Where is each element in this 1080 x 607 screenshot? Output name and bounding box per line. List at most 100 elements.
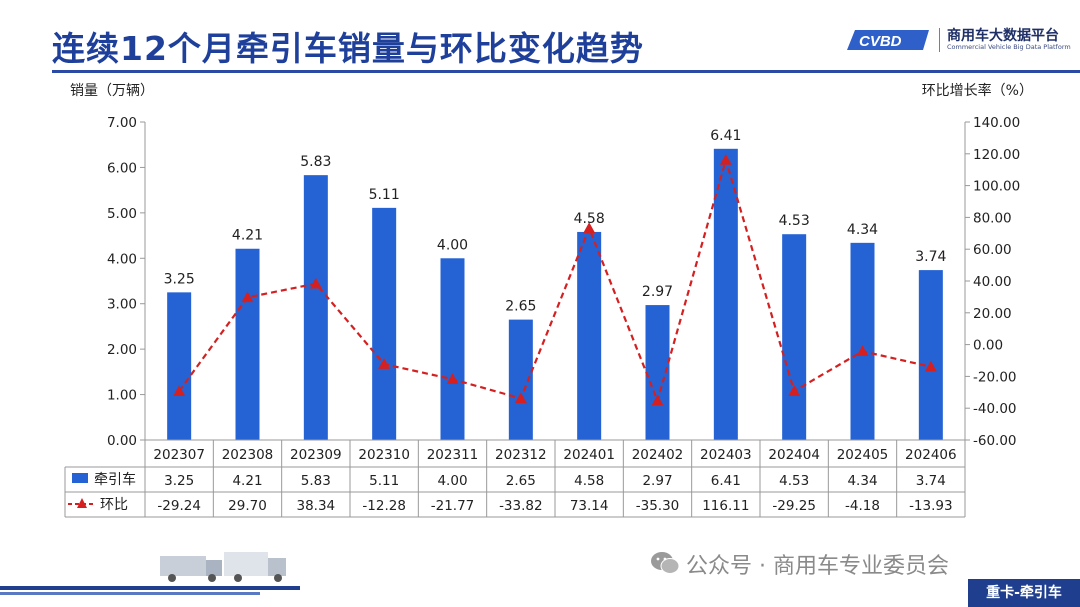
y-axis-title: 销量（万辆） <box>70 83 154 99</box>
bar-value-label: 6.41 <box>710 128 741 144</box>
bar-202405 <box>850 242 875 440</box>
legend-line-marker <box>77 498 87 508</box>
table-cell-sales: 4.21 <box>232 473 262 489</box>
bar-202403 <box>713 148 738 440</box>
bar-202308 <box>235 248 260 440</box>
bar-202401 <box>577 231 602 440</box>
y2-tick-label: -40.00 <box>973 401 1017 417</box>
table-cell-sales: 3.25 <box>164 473 194 489</box>
y-tick-label: 1.00 <box>107 388 137 404</box>
y-tick-label: 4.00 <box>107 251 137 267</box>
mom-marker-202401 <box>583 222 596 234</box>
y-tick-label: 6.00 <box>107 160 137 176</box>
table-cell-sales: 2.65 <box>506 473 536 489</box>
bar-202309 <box>303 175 328 440</box>
bar-202404 <box>782 234 807 440</box>
x-tick-label: 202308 <box>222 447 274 463</box>
title-underline <box>52 70 1080 73</box>
x-tick-label: 202402 <box>632 447 684 463</box>
table-cell-mom: -13.93 <box>909 498 953 514</box>
page-title: 连续12个月牵引车销量与环比变化趋势 <box>52 29 644 68</box>
mom-marker-202309 <box>309 277 322 289</box>
table-cell-mom: -29.24 <box>157 498 201 514</box>
x-tick-label: 202405 <box>837 447 889 463</box>
mom-marker-202403 <box>719 153 732 165</box>
table-cell-sales: 5.11 <box>369 473 399 489</box>
footer-stripe <box>0 586 300 590</box>
x-tick-label: 202311 <box>427 447 479 463</box>
mom-marker-202406 <box>924 360 937 372</box>
mom-marker-202402 <box>651 394 664 406</box>
table-cell-mom: 73.14 <box>570 498 609 514</box>
cvbd-badge-icon: CVBD <box>847 30 929 50</box>
y2-tick-label: 0.00 <box>973 338 1003 354</box>
bar-202311 <box>440 258 465 440</box>
bar-value-label: 4.34 <box>847 222 878 238</box>
mom-marker-202307 <box>173 385 186 396</box>
bar-202307 <box>167 292 192 440</box>
table-cell-mom: -33.82 <box>499 498 543 514</box>
y2-tick-label: 20.00 <box>973 306 1012 322</box>
y2-tick-label: 120.00 <box>973 147 1020 163</box>
footer-stripe-secondary <box>0 592 260 595</box>
y2-tick-label: -20.00 <box>973 369 1017 385</box>
bar-value-label: 4.58 <box>574 211 605 227</box>
bar-value-label: 2.65 <box>505 299 536 315</box>
bar-value-label: 5.83 <box>300 154 331 170</box>
y2-axis-title: 环比增长率（%） <box>922 82 1033 99</box>
wechat-icon <box>651 552 680 574</box>
x-tick-label: 202403 <box>700 447 752 463</box>
y-tick-label: 3.00 <box>107 297 137 313</box>
mom-marker-202311 <box>446 373 459 385</box>
table-cell-mom: 116.11 <box>702 498 749 514</box>
x-tick-label: 202312 <box>495 447 547 463</box>
legend-bar-label: 牵引车 <box>94 471 136 488</box>
table-cell-sales: 5.83 <box>301 473 331 489</box>
mom-marker-202312 <box>514 392 527 404</box>
y2-tick-label: 40.00 <box>973 274 1012 290</box>
x-tick-label: 202404 <box>768 447 820 463</box>
table-cell-mom: -12.28 <box>362 498 406 514</box>
bar-202406 <box>918 270 943 440</box>
x-tick-label: 202401 <box>563 447 615 463</box>
x-tick-label: 202307 <box>153 447 205 463</box>
table-cell-sales: 2.97 <box>642 473 672 489</box>
logo-name-en: Commercial Vehicle Big Data Platform <box>947 43 1071 51</box>
bar-value-label: 2.97 <box>642 284 673 300</box>
wechat-account-text: 公众号 · 商用车专业委员会 <box>686 554 949 579</box>
y2-tick-label: 100.00 <box>973 179 1020 195</box>
table-cell-sales: 4.00 <box>437 473 467 489</box>
brand-logo: CVBD 商用车大数据平台 Commercial Vehicle Big Dat… <box>845 24 1080 56</box>
table-cell-sales: 4.34 <box>847 473 877 489</box>
y-tick-label: 2.00 <box>107 342 137 358</box>
y-tick-label: 7.00 <box>107 115 137 131</box>
bar-value-label: 4.53 <box>779 213 810 229</box>
bar-value-label: 5.11 <box>369 187 400 203</box>
y2-tick-label: 140.00 <box>973 115 1020 131</box>
mom-marker-202310 <box>378 358 391 369</box>
logo-separator <box>939 28 940 52</box>
legend-bar-swatch <box>72 473 88 483</box>
bar-value-label: 3.74 <box>915 249 946 265</box>
table-cell-sales: 4.58 <box>574 473 604 489</box>
y-tick-label: 5.00 <box>107 206 137 222</box>
bar-value-label: 4.21 <box>232 228 263 244</box>
y-tick-label: 0.00 <box>107 433 137 449</box>
table-cell-sales: 4.53 <box>779 473 809 489</box>
table-cell-mom: 29.70 <box>228 498 267 514</box>
mom-marker-202308 <box>241 291 254 303</box>
truck-illustration-icon <box>160 552 286 582</box>
bar-202310 <box>372 207 397 440</box>
mom-marker-202405 <box>856 345 869 357</box>
bar-value-label: 4.00 <box>437 237 468 253</box>
table-cell-mom: -35.30 <box>636 498 680 514</box>
mom-marker-202404 <box>788 385 801 396</box>
y2-tick-label: 60.00 <box>973 242 1012 258</box>
table-cell-mom: -21.77 <box>431 498 475 514</box>
category-tag: 重卡-牵引车 <box>968 579 1080 607</box>
logo-name-cn: 商用车大数据平台 <box>947 28 1059 44</box>
table-cell-mom: -4.18 <box>845 498 880 514</box>
x-tick-label: 202309 <box>290 447 342 463</box>
table-cell-sales: 3.74 <box>916 473 946 489</box>
